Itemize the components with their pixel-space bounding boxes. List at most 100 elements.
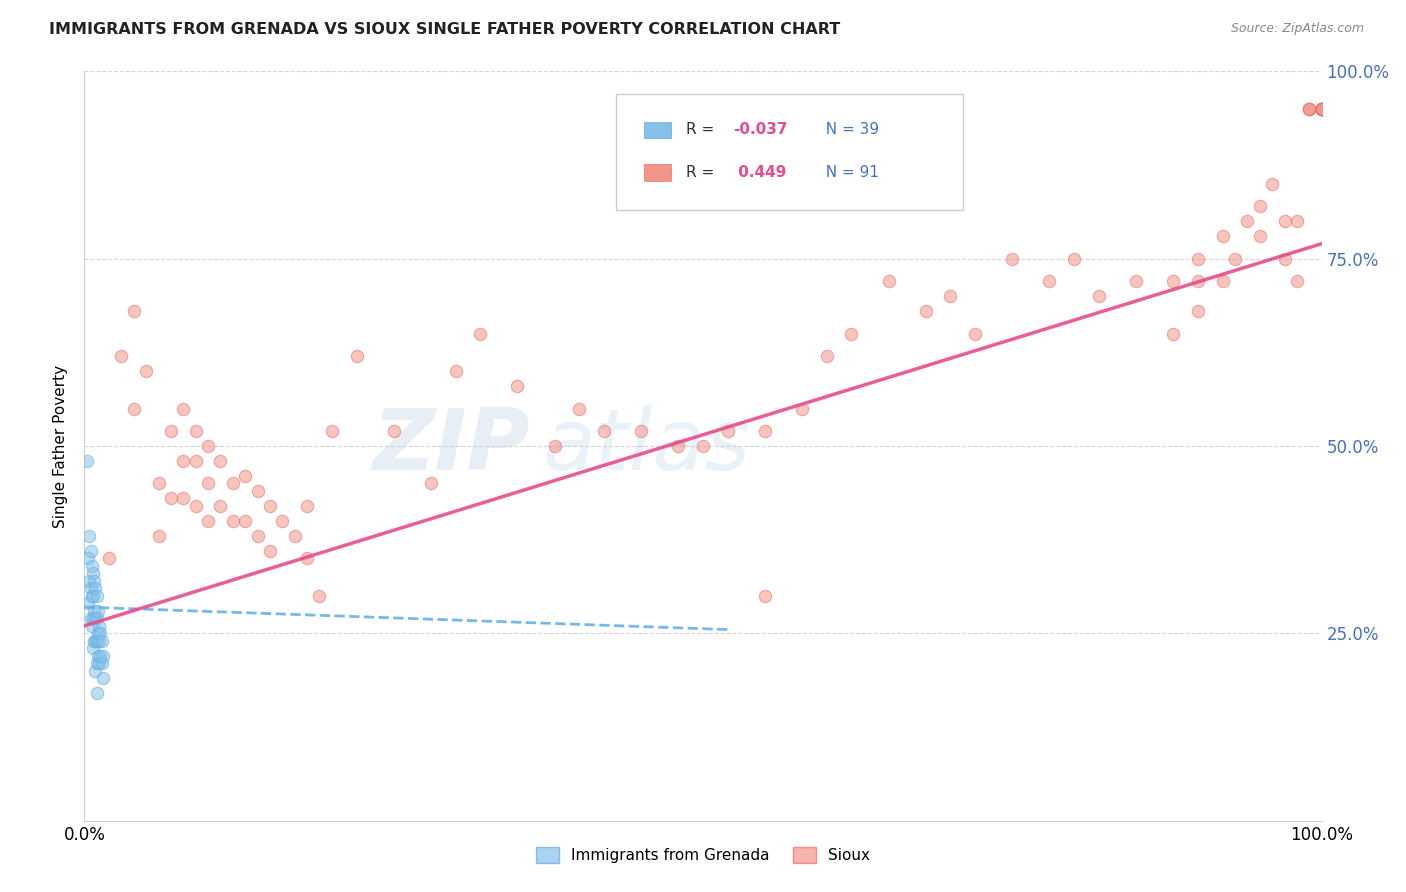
Point bbox=[79, 544, 101, 558]
Point bbox=[87, 604, 110, 618]
Point bbox=[87, 626, 110, 640]
Point bbox=[666, 439, 689, 453]
Point bbox=[1285, 214, 1308, 228]
Point bbox=[80, 589, 103, 603]
Point bbox=[82, 566, 104, 581]
Point bbox=[84, 633, 107, 648]
Point bbox=[1187, 274, 1209, 288]
Point bbox=[1187, 252, 1209, 266]
Point bbox=[90, 657, 112, 671]
Point bbox=[172, 401, 194, 416]
Point bbox=[82, 641, 104, 656]
Point bbox=[197, 514, 219, 528]
Text: 0.449: 0.449 bbox=[733, 165, 786, 180]
Point bbox=[83, 633, 105, 648]
Point bbox=[1261, 177, 1284, 191]
Point bbox=[87, 648, 110, 663]
Text: ZIP: ZIP bbox=[373, 404, 530, 488]
Point bbox=[184, 454, 207, 468]
Point bbox=[172, 491, 194, 506]
Point bbox=[321, 424, 343, 438]
Point bbox=[209, 454, 232, 468]
Text: N = 91: N = 91 bbox=[815, 165, 879, 180]
Point bbox=[308, 589, 330, 603]
Point bbox=[209, 499, 232, 513]
Point bbox=[965, 326, 987, 341]
Point bbox=[419, 476, 441, 491]
Point bbox=[135, 364, 157, 378]
Point bbox=[1310, 102, 1333, 116]
Point bbox=[90, 633, 112, 648]
Point bbox=[84, 611, 107, 625]
Point bbox=[82, 611, 104, 625]
Text: -0.037: -0.037 bbox=[733, 122, 787, 137]
Point bbox=[1063, 252, 1085, 266]
Point bbox=[1001, 252, 1024, 266]
Point bbox=[197, 439, 219, 453]
FancyBboxPatch shape bbox=[644, 164, 671, 181]
Point bbox=[80, 558, 103, 573]
Point bbox=[1161, 274, 1184, 288]
Point bbox=[246, 529, 269, 543]
Point bbox=[470, 326, 492, 341]
Point bbox=[1088, 289, 1111, 303]
Point bbox=[148, 529, 170, 543]
Point bbox=[76, 454, 98, 468]
Point bbox=[80, 619, 103, 633]
Point bbox=[877, 274, 900, 288]
Text: R =: R = bbox=[686, 122, 718, 137]
Point bbox=[86, 633, 108, 648]
Point bbox=[222, 476, 245, 491]
Point bbox=[1274, 214, 1296, 228]
Point bbox=[222, 514, 245, 528]
Point bbox=[83, 574, 105, 588]
Point bbox=[444, 364, 467, 378]
Point bbox=[1038, 274, 1060, 288]
Point bbox=[172, 454, 194, 468]
Point bbox=[1249, 199, 1271, 213]
Point bbox=[233, 469, 256, 483]
Point bbox=[1298, 102, 1320, 116]
Point bbox=[160, 424, 183, 438]
Point bbox=[89, 657, 111, 671]
Point bbox=[1310, 102, 1333, 116]
Point bbox=[86, 589, 108, 603]
Point bbox=[1249, 229, 1271, 244]
Text: atlas: atlas bbox=[543, 404, 751, 488]
Point bbox=[148, 476, 170, 491]
Point bbox=[184, 424, 207, 438]
Point bbox=[939, 289, 962, 303]
Point bbox=[197, 476, 219, 491]
Point bbox=[692, 439, 714, 453]
Text: N = 39: N = 39 bbox=[815, 122, 879, 137]
Point bbox=[86, 657, 108, 671]
Point bbox=[84, 664, 107, 678]
Point bbox=[83, 604, 105, 618]
Point bbox=[79, 611, 101, 625]
Text: R =: R = bbox=[686, 165, 718, 180]
Point bbox=[98, 551, 121, 566]
Point bbox=[1310, 102, 1333, 116]
Point bbox=[295, 551, 318, 566]
Point bbox=[259, 544, 281, 558]
Point bbox=[1223, 252, 1246, 266]
Point bbox=[1125, 274, 1147, 288]
Point bbox=[89, 648, 111, 663]
Text: IMMIGRANTS FROM GRENADA VS SIOUX SINGLE FATHER POVERTY CORRELATION CHART: IMMIGRANTS FROM GRENADA VS SIOUX SINGLE … bbox=[49, 22, 841, 37]
Point bbox=[754, 424, 776, 438]
Point bbox=[914, 304, 936, 318]
Point bbox=[543, 439, 565, 453]
Point bbox=[630, 424, 652, 438]
FancyBboxPatch shape bbox=[616, 94, 963, 210]
Point bbox=[91, 671, 114, 685]
Point bbox=[1310, 102, 1333, 116]
Point bbox=[346, 349, 368, 363]
Point bbox=[841, 326, 863, 341]
Point bbox=[1310, 102, 1333, 116]
Point bbox=[91, 648, 114, 663]
Point bbox=[122, 304, 145, 318]
Point bbox=[1236, 214, 1258, 228]
Point bbox=[754, 589, 776, 603]
Y-axis label: Single Father Poverty: Single Father Poverty bbox=[53, 365, 69, 527]
Point bbox=[1310, 102, 1333, 116]
